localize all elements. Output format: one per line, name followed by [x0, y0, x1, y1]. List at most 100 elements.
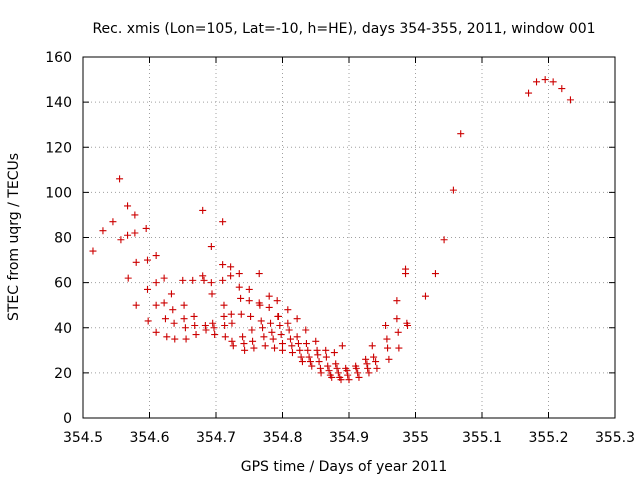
- data-point: [355, 373, 363, 381]
- x-tick-label: 354.8: [262, 430, 302, 446]
- x-tick-label: 355.2: [528, 430, 568, 446]
- data-point: [288, 349, 296, 357]
- data-point: [229, 342, 237, 350]
- data-point: [296, 346, 304, 354]
- data-point: [152, 252, 160, 260]
- data-point: [268, 328, 276, 336]
- data-point: [393, 315, 401, 323]
- data-point: [325, 367, 333, 375]
- data-point: [344, 371, 352, 379]
- data-point: [324, 362, 332, 370]
- data-point: [169, 306, 177, 314]
- data-point: [293, 333, 301, 341]
- y-tick-label: 40: [54, 321, 72, 337]
- data-point: [219, 261, 227, 269]
- x-axis-label: GPS time / Days of year 2011: [241, 459, 448, 475]
- data-point: [124, 202, 132, 210]
- data-point: [180, 301, 188, 309]
- data-point: [245, 297, 253, 305]
- y-tick-label: 0: [63, 411, 72, 427]
- data-point: [370, 353, 378, 361]
- y-axis-label: STEC from uqrg / TECUs: [6, 153, 22, 321]
- data-point: [265, 292, 273, 300]
- data-point: [235, 270, 243, 278]
- data-point: [316, 364, 324, 372]
- data-point: [124, 274, 132, 282]
- data-point: [239, 333, 247, 341]
- data-point: [144, 285, 152, 293]
- y-tick-label: 120: [45, 140, 72, 156]
- x-tick-label: 355: [402, 430, 429, 446]
- data-point: [558, 85, 566, 93]
- data-point: [221, 321, 229, 329]
- data-point: [259, 324, 267, 332]
- data-point: [402, 270, 410, 278]
- y-tick-label: 60: [54, 276, 72, 292]
- data-points: [89, 76, 574, 384]
- data-point: [191, 321, 199, 329]
- x-tick-label: 354.6: [129, 430, 169, 446]
- data-point: [199, 206, 207, 214]
- data-point: [261, 342, 269, 350]
- data-point: [383, 335, 391, 343]
- data-point: [343, 367, 351, 375]
- data-point: [161, 315, 169, 323]
- data-point: [199, 272, 207, 280]
- data-point: [285, 326, 293, 334]
- data-point: [248, 326, 256, 334]
- y-tick-label: 100: [45, 185, 72, 201]
- data-point: [365, 369, 373, 377]
- data-point: [368, 342, 376, 350]
- data-point: [394, 328, 402, 336]
- data-point: [271, 344, 279, 352]
- data-point: [144, 256, 152, 264]
- data-point: [237, 294, 245, 302]
- data-point: [284, 319, 292, 327]
- data-point: [116, 175, 124, 183]
- x-axis-ticks: 354.5 354.6 354.7 354.8 354.9 355 355.1 355.2 35…: [63, 57, 635, 446]
- data-point: [305, 353, 313, 361]
- data-point: [345, 376, 353, 384]
- data-point: [208, 290, 216, 298]
- data-point: [302, 340, 310, 348]
- data-point: [207, 279, 215, 287]
- y-tick-label: 160: [45, 50, 72, 66]
- data-point: [221, 333, 229, 341]
- data-point: [189, 276, 197, 284]
- data-point: [89, 247, 97, 255]
- data-point: [333, 364, 341, 372]
- data-point: [315, 358, 323, 366]
- data-point: [382, 321, 390, 329]
- data-point: [308, 362, 316, 370]
- data-point: [440, 236, 448, 244]
- data-point: [181, 324, 189, 332]
- data-point: [200, 276, 208, 284]
- data-point: [163, 333, 171, 341]
- data-point: [249, 337, 257, 345]
- data-point: [431, 270, 439, 278]
- data-point: [284, 306, 292, 314]
- data-point: [227, 263, 235, 271]
- data-point: [541, 76, 549, 84]
- data-point: [421, 292, 429, 300]
- data-point: [255, 270, 263, 278]
- data-point: [152, 279, 160, 287]
- data-point: [190, 312, 198, 320]
- data-point: [152, 328, 160, 336]
- data-point: [297, 353, 305, 361]
- data-point: [334, 369, 342, 377]
- data-point: [306, 358, 314, 366]
- data-point: [170, 319, 178, 327]
- y-tick-label: 20: [54, 366, 72, 382]
- data-point: [219, 276, 227, 284]
- data-point: [337, 376, 345, 384]
- y-axis-ticks: 0 20 40 60 80 100 120 140 160: [45, 50, 615, 427]
- grid-lines: [83, 57, 615, 418]
- data-point: [171, 335, 179, 343]
- data-point: [131, 229, 139, 237]
- data-point: [322, 346, 330, 354]
- data-point: [247, 312, 255, 320]
- data-point: [209, 319, 217, 327]
- data-point: [250, 344, 258, 352]
- data-point: [167, 290, 175, 298]
